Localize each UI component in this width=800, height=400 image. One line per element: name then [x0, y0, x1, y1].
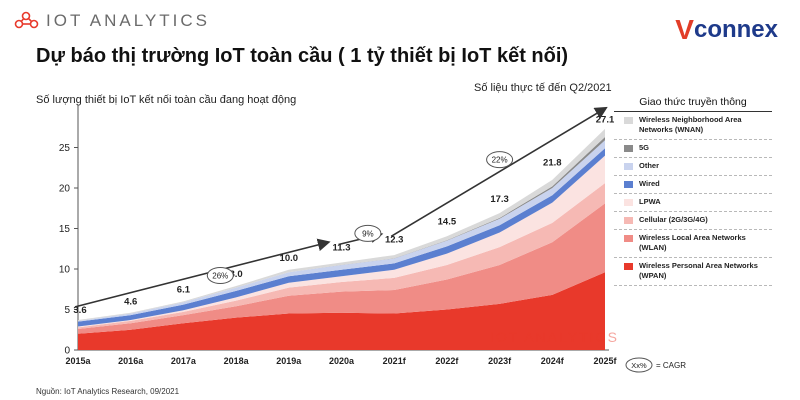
legend-item: Wireless Local Area Networks (WLAN) — [614, 230, 772, 258]
x-tick-label: 2025f — [593, 356, 617, 366]
cagr-bubble — [206, 266, 234, 284]
legend-swatch — [624, 145, 633, 152]
y-tick-label: 0 — [64, 346, 70, 357]
vconnex-logo: V connex — [675, 14, 778, 46]
growth-arrow — [390, 106, 608, 238]
legend-swatch — [624, 235, 633, 242]
area-series-wlan — [78, 203, 605, 334]
source-note: Nguồn: IoT Analytics Research, 09/2021 — [36, 387, 180, 396]
cagr-bubble — [354, 224, 382, 242]
legend-swatch — [624, 181, 633, 188]
cagr-key-symbol: Xx% — [631, 361, 647, 370]
legend-swatch — [624, 117, 633, 124]
legend-label: Wireless Personal Area Networks (WPAN) — [639, 261, 758, 280]
x-tick-label: 2022f — [435, 356, 459, 366]
x-tick-label: 2017a — [171, 356, 197, 366]
total-label: 17.3 — [490, 194, 509, 205]
legend-label: Other — [639, 161, 660, 170]
legend-item: Wireless Neighborhood Area Networks (WNA… — [614, 112, 772, 140]
total-label: 10.0 — [280, 253, 299, 264]
legend-label: Wireless Local Area Networks (WLAN) — [639, 233, 746, 252]
total-label: 8.0 — [229, 269, 242, 280]
network-nodes-icon — [14, 11, 39, 29]
x-tick-label: 2019a — [276, 356, 302, 366]
chart-title: Dự báo thị trường IoT toàn cầu ( 1 tỷ th… — [36, 45, 569, 67]
legend: Giao thức truyền thông Wireless Neighbor… — [614, 96, 772, 286]
x-tick-label: 2024f — [541, 356, 565, 366]
area-series-wpan — [78, 272, 605, 350]
area-series-cellular — [78, 183, 605, 329]
logo-left-text: IOT ANALYTICS — [46, 11, 211, 30]
legend-item: LPWA — [614, 194, 772, 212]
legend-label: Wireless Neighborhood Area Networks (WNA… — [639, 115, 742, 134]
area-series-lpwa — [78, 155, 605, 328]
x-tick-label: 2020a — [329, 356, 355, 366]
iot-analytics-logo: IOT ANALYTICS — [14, 8, 210, 34]
y-tick-label: 25 — [59, 143, 71, 154]
y-tick-label: 10 — [59, 265, 71, 276]
legend-swatch — [624, 163, 633, 170]
total-label: 4.6 — [124, 297, 137, 308]
x-tick-label: 2021f — [383, 356, 407, 366]
cagr-key-bubble — [625, 357, 653, 373]
legend-label: Cellular (2G/3G/4G) — [639, 215, 708, 224]
total-label: 21.8 — [543, 157, 562, 168]
y-tick-label: 20 — [59, 184, 71, 195]
y-tick-label: 5 — [64, 305, 70, 316]
legend-label: Wired — [639, 179, 660, 188]
logo-right-text: connex — [693, 16, 778, 43]
legend-label: 5G — [639, 143, 650, 152]
legend-item: Other — [614, 158, 772, 176]
total-label: 3.6 — [73, 305, 86, 316]
legend-swatch — [624, 263, 633, 270]
x-tick-label: 2016a — [118, 356, 144, 366]
legend-item: 5G — [614, 140, 772, 158]
legend-title: Giao thức truyền thông — [614, 96, 772, 112]
total-label: 14.5 — [438, 217, 457, 228]
legend-label: LPWA — [639, 197, 661, 206]
logo-right-initial: V — [675, 14, 694, 45]
cagr-label: 9% — [362, 229, 374, 238]
chart-subtitle: Số lượng thiết bị IoT kết nối toàn cầu đ… — [36, 94, 297, 106]
legend-item: Wired — [614, 176, 772, 194]
cagr-key-text: = CAGR — [656, 361, 686, 370]
legend-item: Wireless Personal Area Networks (WPAN) — [614, 258, 772, 286]
growth-arrow — [74, 238, 331, 308]
legend-swatch — [624, 217, 633, 224]
legend-item: Cellular (2G/3G/4G) — [614, 212, 772, 230]
total-label: 12.3 — [385, 234, 404, 245]
y-tick-label: 15 — [59, 224, 71, 235]
x-tick-label: 2018a — [224, 356, 250, 366]
legend-swatch — [624, 199, 633, 206]
cagr-label: 26% — [212, 271, 228, 280]
cagr-label: 22% — [492, 156, 508, 165]
x-tick-label: 2023f — [488, 356, 512, 366]
total-label: 11.3 — [333, 242, 351, 253]
cagr-bubble — [486, 151, 514, 169]
total-label: 27.1 — [596, 114, 615, 125]
x-tick-label: 2015a — [65, 356, 91, 366]
chart-watermark: IOT ANALYTICS — [490, 329, 619, 345]
actual-data-note: Số liệu thực tế đến Q2/2021 — [474, 82, 612, 94]
total-label: 6.1 — [177, 285, 191, 296]
